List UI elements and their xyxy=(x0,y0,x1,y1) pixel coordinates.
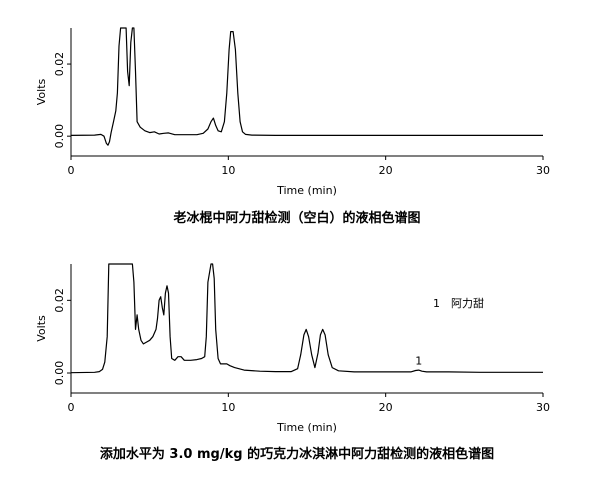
chromatogram-spiked: 0 10 20 30 Time (min) 0.00 0.02 Volts 1 1 阿力甜添加水平为… xyxy=(35,263,550,462)
y-tick-label: 0.00 xyxy=(53,124,66,149)
x-axis-title: Time (min) xyxy=(276,184,337,197)
x-tick-label: 30 xyxy=(536,401,550,414)
x-axis-title: Time (min) xyxy=(276,421,337,434)
x-tick-label: 20 xyxy=(379,401,393,414)
legend-name: 阿力甜 xyxy=(451,297,484,310)
y-tick-label: 0.02 xyxy=(53,288,66,313)
x-tick-label: 10 xyxy=(221,401,235,414)
x-tick-label: 30 xyxy=(536,164,550,177)
x-tick-label: 0 xyxy=(68,401,75,414)
x-tick-label: 10 xyxy=(221,164,235,177)
chromatogram-blank: 0 10 20 30 Time (min) 0.00 0.02 Volts 老冰棍中阿力甜检测（… xyxy=(35,27,550,226)
y-axis-title: Volts xyxy=(35,315,48,342)
chromatogram-trace xyxy=(70,263,543,374)
legend-number: 1 xyxy=(433,297,440,310)
peak-label: 1 xyxy=(415,355,422,368)
y-tick-label: 0.00 xyxy=(53,361,66,386)
y-tick-label: 0.02 xyxy=(53,52,66,77)
figure-caption: 添加水平为 3.0 mg/kg 的巧克力冰淇淋中阿力甜检测的液相色谱图 xyxy=(100,446,494,462)
chromatogram-trace xyxy=(70,27,543,146)
figure-caption: 老冰棍中阿力甜检测（空白）的液相色谱图 xyxy=(172,210,420,226)
x-tick-label: 0 xyxy=(68,164,75,177)
x-tick-label: 20 xyxy=(379,164,393,177)
y-axis-title: Volts xyxy=(35,78,48,105)
